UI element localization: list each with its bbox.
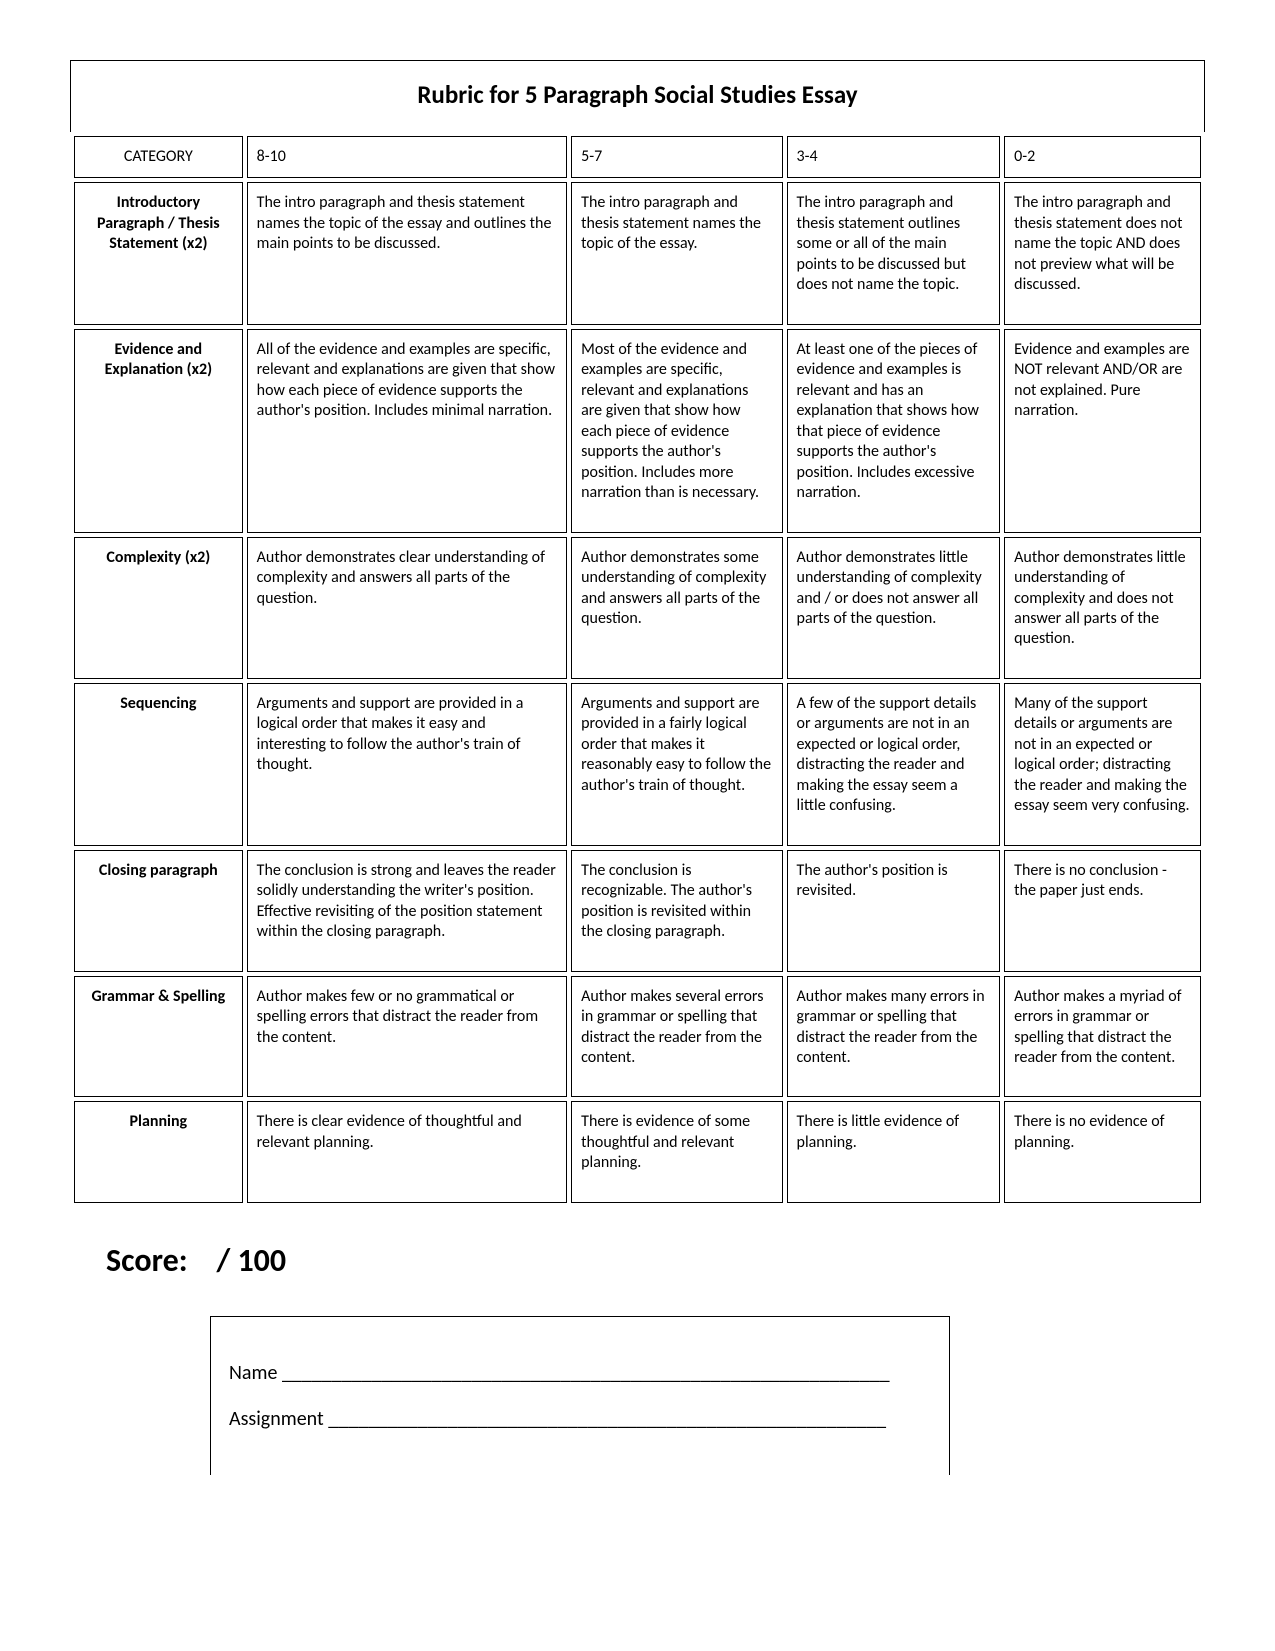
cell: Author demonstrates clear understanding … — [247, 537, 567, 679]
cell: There is little evidence of planning. — [787, 1101, 1001, 1202]
cell: The intro paragraph and thesis statement… — [787, 182, 1001, 324]
table-row: Sequencing Arguments and support are pro… — [74, 683, 1201, 846]
col-header-5-7: 5-7 — [571, 136, 782, 178]
cell: A few of the support details or argument… — [787, 683, 1001, 846]
category-cell: Grammar & Spelling — [74, 976, 243, 1098]
table-row: Closing paragraph The conclusion is stro… — [74, 850, 1201, 972]
page-title: Rubric for 5 Paragraph Social Studies Es… — [417, 79, 857, 110]
assignment-label: Assignment — [229, 1407, 324, 1431]
cell: Author makes few or no grammatical or sp… — [247, 976, 567, 1098]
rubric-body: Introductory Paragraph / Thesis Statemen… — [74, 182, 1201, 1202]
table-row: Complexity (x2) Author demonstrates clea… — [74, 537, 1201, 679]
rubric-table: CATEGORY 8-10 5-7 3-4 0-2 Introductory P… — [70, 132, 1205, 1207]
cell: The intro paragraph and thesis statement… — [1004, 182, 1201, 324]
page: Rubric for 5 Paragraph Social Studies Es… — [0, 0, 1275, 1555]
cell: Many of the support details or arguments… — [1004, 683, 1201, 846]
cell: There is clear evidence of thoughtful an… — [247, 1101, 567, 1202]
name-row: Name ___________________________________… — [229, 1361, 931, 1385]
col-header-8-10: 8-10 — [247, 136, 567, 178]
category-cell: Closing paragraph — [74, 850, 243, 972]
cell: Author demonstrates some understanding o… — [571, 537, 782, 679]
assignment-row: Assignment _____________________________… — [229, 1407, 931, 1431]
cell: There is evidence of some thoughtful and… — [571, 1101, 782, 1202]
col-header-0-2: 0-2 — [1004, 136, 1201, 178]
score-total: / 100 — [216, 1241, 286, 1280]
info-box: Name ___________________________________… — [210, 1316, 950, 1475]
cell: Author makes many errors in grammar or s… — [787, 976, 1001, 1098]
cell: There is no conclusion - the paper just … — [1004, 850, 1201, 972]
cell: The intro paragraph and thesis statement… — [247, 182, 567, 324]
category-cell: Introductory Paragraph / Thesis Statemen… — [74, 182, 243, 324]
category-cell: Evidence and Explanation (x2) — [74, 329, 243, 533]
name-label: Name — [229, 1361, 277, 1385]
col-header-3-4: 3-4 — [787, 136, 1001, 178]
cell: All of the evidence and examples are spe… — [247, 329, 567, 533]
table-header-row: CATEGORY 8-10 5-7 3-4 0-2 — [74, 136, 1201, 178]
cell: There is no evidence of planning. — [1004, 1101, 1201, 1202]
assignment-blank: ________________________________________… — [328, 1407, 886, 1431]
cell: Arguments and support are provided in a … — [247, 683, 567, 846]
cell: Author makes a myriad of errors in gramm… — [1004, 976, 1201, 1098]
table-row: Introductory Paragraph / Thesis Statemen… — [74, 182, 1201, 324]
table-row: Grammar & Spelling Author makes few or n… — [74, 976, 1201, 1098]
category-cell: Sequencing — [74, 683, 243, 846]
category-cell: Planning — [74, 1101, 243, 1202]
cell: The author's position is revisited. — [787, 850, 1001, 972]
cell: The conclusion is strong and leaves the … — [247, 850, 567, 972]
cell: The conclusion is recognizable. The auth… — [571, 850, 782, 972]
col-header-category: CATEGORY — [74, 136, 243, 178]
cell: Author demonstrates little understanding… — [787, 537, 1001, 679]
cell: Author makes several errors in grammar o… — [571, 976, 782, 1098]
cell: At least one of the pieces of evidence a… — [787, 329, 1001, 533]
category-cell: Complexity (x2) — [74, 537, 243, 679]
score-label: Score: — [106, 1241, 188, 1280]
cell: Author demonstrates little understanding… — [1004, 537, 1201, 679]
table-row: Evidence and Explanation (x2) All of the… — [74, 329, 1201, 533]
table-row: Planning There is clear evidence of thou… — [74, 1101, 1201, 1202]
cell: Arguments and support are provided in a … — [571, 683, 782, 846]
cell: Most of the evidence and examples are sp… — [571, 329, 782, 533]
score-line: Score: / 100 — [106, 1241, 1205, 1280]
cell: The intro paragraph and thesis statement… — [571, 182, 782, 324]
title-container: Rubric for 5 Paragraph Social Studies Es… — [70, 60, 1205, 132]
cell: Evidence and examples are NOT relevant A… — [1004, 329, 1201, 533]
name-blank: ________________________________________… — [282, 1361, 890, 1385]
